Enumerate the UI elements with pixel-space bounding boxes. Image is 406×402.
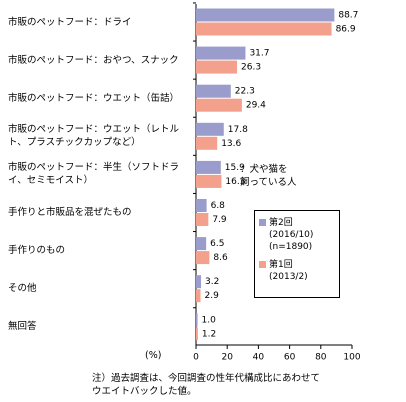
- value-label: 13.6: [221, 139, 241, 149]
- bar: [196, 275, 201, 289]
- legend-swatch: [259, 219, 266, 226]
- category-label: 無回答: [8, 321, 37, 333]
- bar: [196, 160, 221, 174]
- value-label: 31.7: [249, 49, 269, 59]
- bar: [196, 84, 231, 98]
- bar: [196, 22, 332, 36]
- bar: [196, 251, 210, 265]
- bar: [196, 313, 198, 327]
- x-tick-label: 0: [193, 353, 199, 363]
- value-label: 3.2: [205, 277, 219, 287]
- category-label: 市販のペットフード：半生（ソフトドラ イ、セミモイスト）: [8, 162, 180, 187]
- value-label: 29.4: [246, 101, 266, 111]
- value-label: 1.0: [202, 315, 217, 325]
- bar: [196, 199, 207, 212]
- legend: 第2回 (2016/10) (n=1890) 第1回 (2013/2): [254, 210, 340, 298]
- category-label: 手作りと市販品を混ぜたもの: [8, 207, 132, 218]
- bar: [196, 136, 218, 150]
- bar: [196, 289, 201, 303]
- value-label: 86.9: [336, 25, 356, 35]
- bar: [196, 174, 222, 188]
- bar: [196, 122, 224, 136]
- x-tick-label: 100: [343, 353, 360, 363]
- bar: [196, 98, 242, 112]
- value-label: 22.3: [235, 87, 255, 97]
- value-label: 8.6: [213, 253, 228, 263]
- value-label: 6.5: [210, 239, 224, 249]
- category-label: 市販のペットフード：おやつ、スナック: [8, 54, 179, 66]
- value-label: 16.3: [225, 177, 245, 187]
- legend-swatch: [259, 261, 266, 268]
- category-label: 市販のペットフード：ウエット（レトル ト、プラスチックカップなど）: [8, 124, 180, 149]
- category-label: 市販のペットフード：ドライ: [8, 16, 132, 28]
- bar: [196, 327, 198, 341]
- value-label: 88.7: [338, 11, 358, 21]
- value-label: 6.8: [211, 201, 226, 211]
- category-label: その他: [8, 283, 37, 295]
- x-tick-label: 40: [253, 353, 265, 363]
- value-label: 15.9: [225, 163, 245, 173]
- legend-label: 第1回 (2013/2): [269, 260, 308, 282]
- value-label: 7.9: [212, 215, 227, 225]
- footnote: 注）過去調査は、今回調査の性年代構成比にあわせて ウエイトバックした値。: [92, 373, 321, 397]
- bar: [196, 213, 209, 226]
- value-label: 26.3: [241, 63, 261, 73]
- value-label: 1.2: [202, 329, 216, 339]
- legend-title: ：犬や猫を 飼っている人: [240, 164, 297, 188]
- x-tick-label: 20: [221, 353, 233, 363]
- bar: [196, 60, 238, 74]
- value-label: 17.8: [228, 125, 248, 135]
- bar: [196, 237, 207, 251]
- bar: [196, 46, 246, 60]
- x-axis-label: (%): [145, 350, 162, 361]
- category-label: 市販のペットフード：ウエット（缶詰）: [8, 92, 180, 104]
- bar: [196, 8, 335, 22]
- x-tick-label: 80: [315, 353, 327, 363]
- category-label: 手作りのもの: [8, 245, 66, 257]
- legend-label: 第2回 (2016/10) (n=1890): [269, 218, 314, 252]
- value-label: 2.9: [205, 291, 220, 301]
- x-tick-label: 60: [284, 353, 296, 363]
